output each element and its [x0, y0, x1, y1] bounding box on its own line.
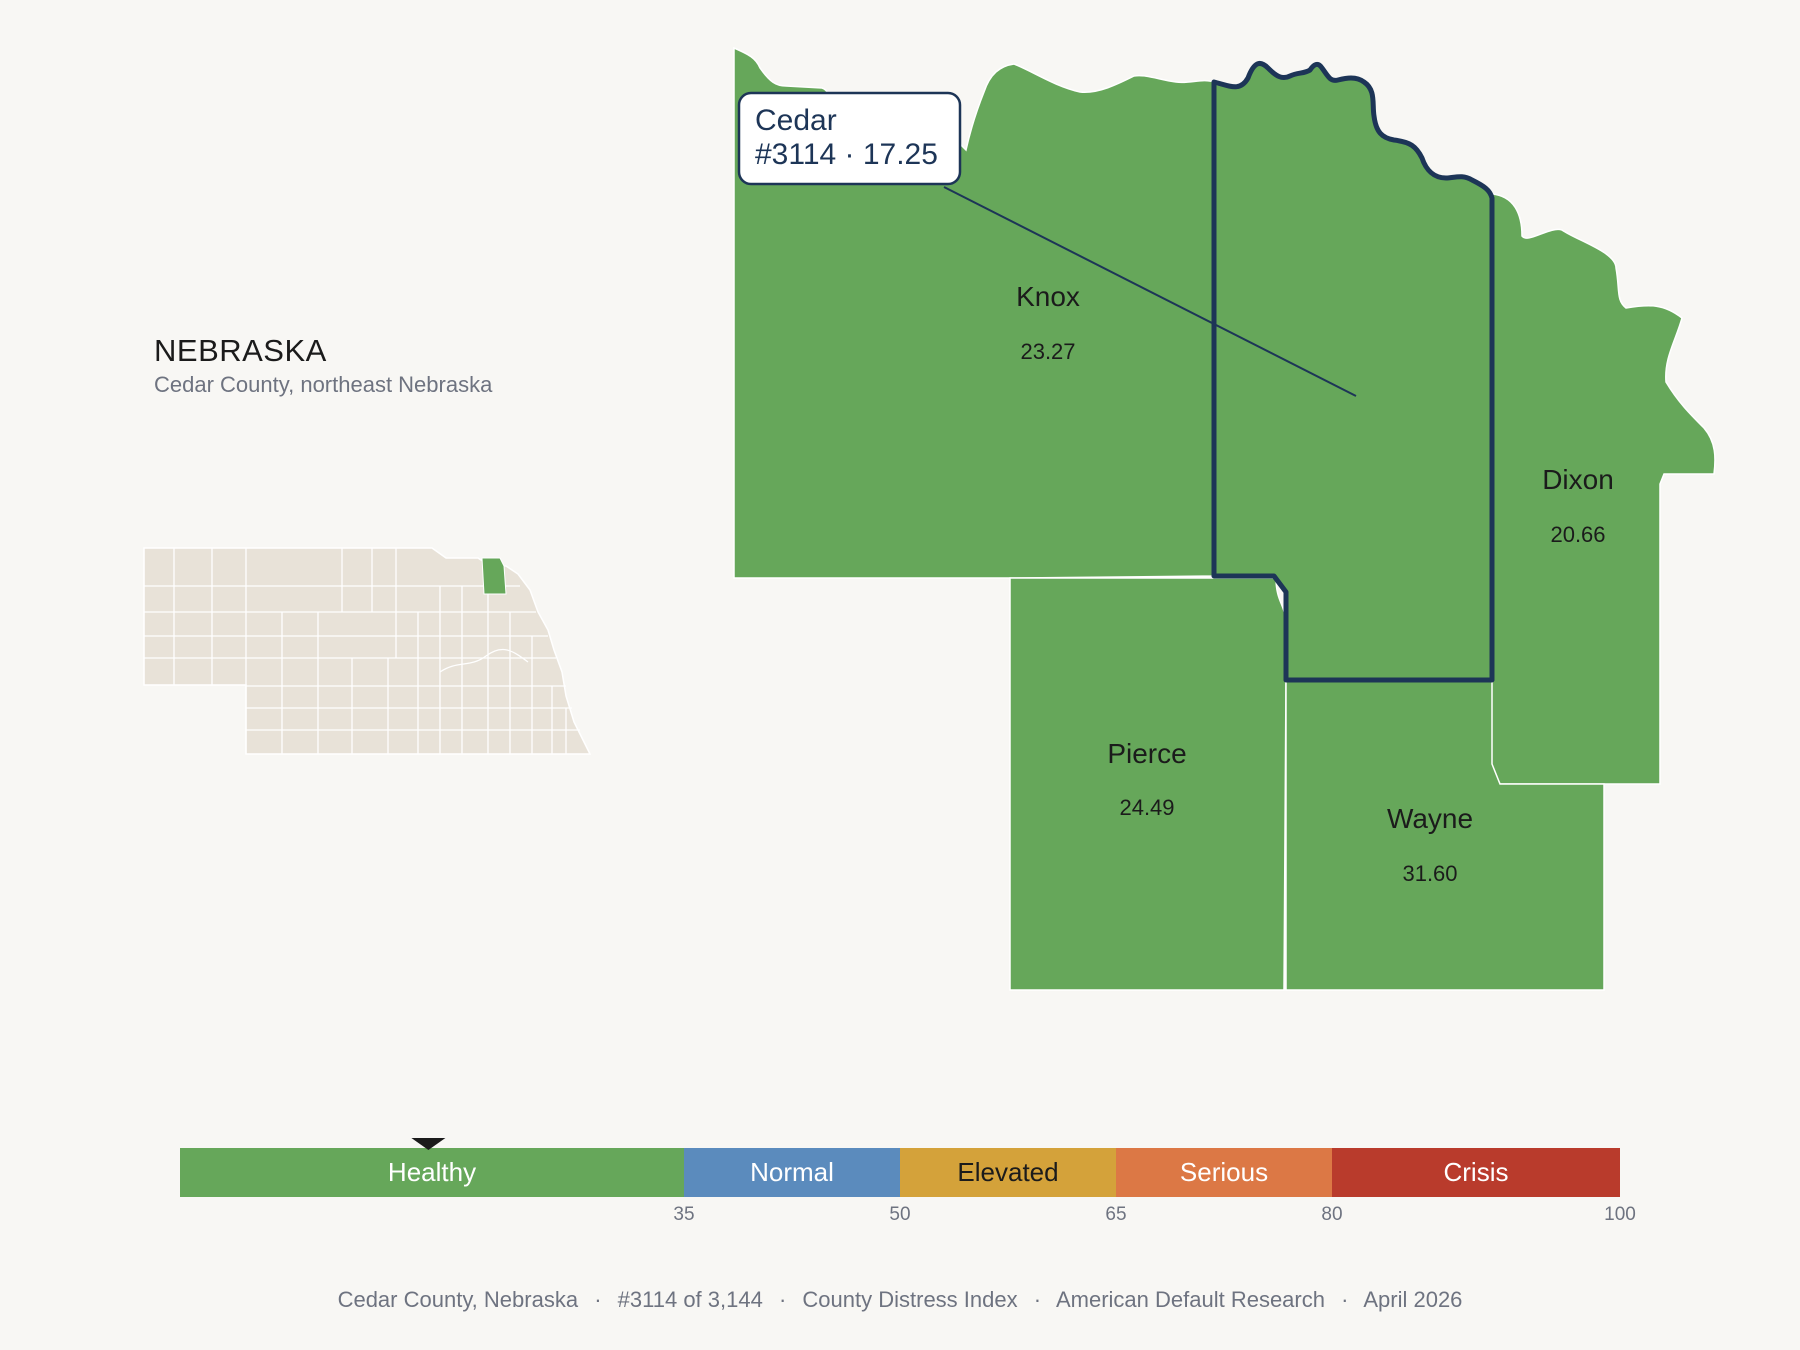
- legend-tick-label: 80: [1321, 1204, 1342, 1225]
- legend-label-crisis: Crisis: [1444, 1157, 1509, 1187]
- county-labels: Knox 23.27 Dixon 20.66 Pierce 24.49 Wayn…: [1016, 281, 1614, 886]
- footer-date: April 2026: [1363, 1287, 1462, 1312]
- county-label-wayne: Wayne: [1387, 803, 1473, 834]
- county-pierce: [1009, 577, 1287, 991]
- county-label-knox: Knox: [1016, 281, 1080, 312]
- legend-segment-serious: [1116, 1148, 1332, 1197]
- footer-separator: ·: [779, 1287, 786, 1312]
- county-value-wayne: 31.60: [1402, 861, 1457, 886]
- footer-rank: #3114 of 3,144: [618, 1287, 763, 1312]
- callout-box: [737, 91, 962, 186]
- county-label-pierce: Pierce: [1107, 738, 1186, 769]
- legend-segment-elevated: [900, 1148, 1116, 1197]
- county-value-dixon: 20.66: [1550, 522, 1605, 547]
- footer-separator: ·: [1341, 1287, 1348, 1312]
- footer-county: Cedar County, Nebraska: [338, 1287, 579, 1312]
- main-county-map: [733, 46, 1716, 991]
- distress-legend: Healthy Normal Elevated Serious Crisis 35 50 65…: [180, 1138, 1636, 1225]
- county-label-dixon: Dixon: [1542, 464, 1614, 495]
- inset-county-lines: [144, 548, 580, 754]
- legend-segment-healthy: [180, 1148, 684, 1197]
- focus-callout: Cedar #3114 · 17.25: [737, 91, 1357, 397]
- callout-leader-line: [943, 186, 1357, 397]
- footer-source: American Default Research: [1056, 1287, 1325, 1312]
- footer-separator: ·: [1034, 1287, 1041, 1312]
- callout-county-name: Cedar: [755, 104, 837, 137]
- legend-tick-label: 35: [673, 1204, 694, 1225]
- county-cedar: [1211, 60, 1495, 683]
- legend-label-elevated: Elevated: [957, 1157, 1058, 1187]
- footer-separator: ·: [594, 1287, 601, 1312]
- county-value-pierce: 24.49: [1119, 795, 1174, 820]
- county-value-knox: 23.27: [1020, 339, 1075, 364]
- inset-cedar-highlight: [481, 557, 507, 595]
- legend-label-serious: Serious: [1180, 1157, 1268, 1187]
- county-dixon: [1489, 193, 1716, 785]
- callout-rank-value: #3114 · 17.25: [755, 138, 938, 171]
- legend-segment-normal: [684, 1148, 900, 1197]
- legend-tick-label: 65: [1105, 1204, 1126, 1225]
- inset-subtitle: Cedar County, northeast Nebraska: [154, 372, 493, 397]
- nebraska-outline: [143, 547, 592, 755]
- inset-state-title: NEBRASKA: [154, 333, 327, 368]
- legend-tick-label: 50: [889, 1204, 910, 1225]
- legend-label-healthy: Healthy: [388, 1157, 476, 1187]
- county-wayne: [1285, 679, 1605, 991]
- legend-label-normal: Normal: [750, 1157, 834, 1187]
- legend-position-marker-icon: [411, 1138, 446, 1150]
- footer-index-name: County Distress Index: [802, 1287, 1017, 1312]
- legend-tick-label: 100: [1604, 1204, 1636, 1225]
- legend-segment-crisis: [1332, 1148, 1620, 1197]
- footer-caption: Cedar County, Nebraska · #3114 of 3,144 …: [338, 1287, 1463, 1312]
- inset-locator: NEBRASKA Cedar County, northeast Nebrask…: [143, 333, 592, 755]
